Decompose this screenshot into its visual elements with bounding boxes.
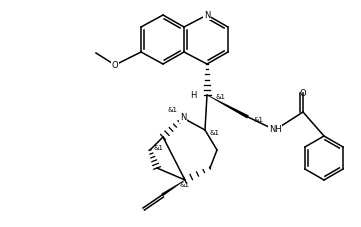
Text: N: N — [180, 114, 186, 123]
Text: &1: &1 — [215, 94, 225, 100]
Text: NH: NH — [269, 126, 281, 135]
Polygon shape — [161, 180, 185, 196]
Text: &1: &1 — [210, 130, 220, 136]
Polygon shape — [207, 95, 249, 118]
Text: &1: &1 — [167, 107, 177, 113]
Text: N: N — [204, 10, 210, 20]
Text: &1: &1 — [253, 117, 263, 123]
Text: &1: &1 — [153, 145, 163, 151]
Text: H: H — [190, 91, 196, 99]
Text: O: O — [300, 89, 306, 98]
Text: &1: &1 — [180, 182, 190, 188]
Text: O: O — [112, 61, 118, 69]
